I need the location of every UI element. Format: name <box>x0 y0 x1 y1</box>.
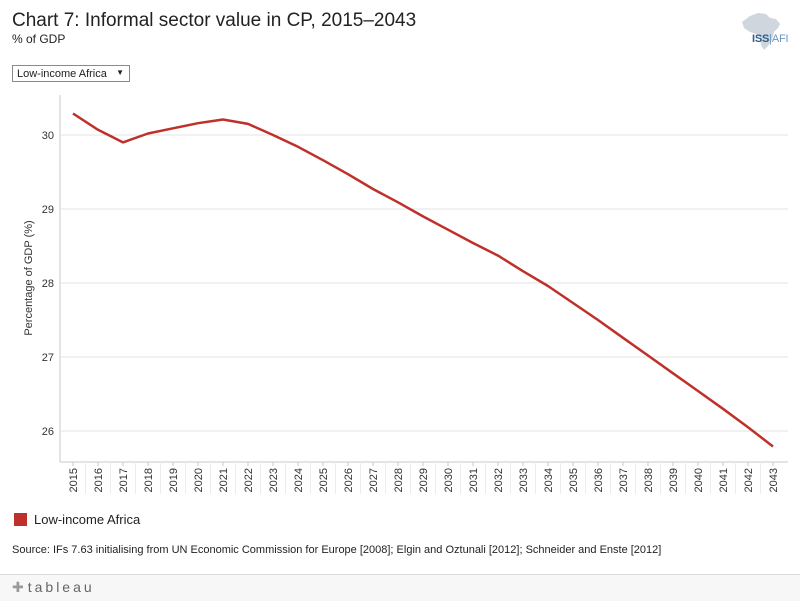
x-tick-label: 2030 <box>443 468 455 492</box>
x-tick-label: 2034 <box>543 468 555 492</box>
x-tick-label: 2028 <box>393 468 405 492</box>
x-tick-label: 2037 <box>618 468 630 492</box>
y-axis-title: Percentage of GDP (%) <box>23 220 35 335</box>
x-tick-label: 2018 <box>143 468 155 492</box>
x-tick-label: 2032 <box>493 468 505 492</box>
source-note: Source: IFs 7.63 initialising from UN Ec… <box>12 544 662 556</box>
y-tick-label: 26 <box>42 426 54 438</box>
y-tick-label: 29 <box>42 204 54 216</box>
tableau-plus-icon: ✚ <box>12 579 24 595</box>
x-tick-label: 2035 <box>568 468 580 492</box>
x-tick-label: 2020 <box>193 468 205 492</box>
y-tick-label: 27 <box>42 352 54 364</box>
x-tick-label: 2016 <box>93 468 105 492</box>
x-tick-label: 2024 <box>293 468 305 492</box>
x-tick-label: 2040 <box>693 468 705 492</box>
x-tick-label: 2019 <box>168 468 180 492</box>
chart-title: Chart 7: Informal sector value in CP, 20… <box>12 10 417 31</box>
region-filter-dropdown[interactable]: Low-income Africa ▼ <box>12 65 130 82</box>
x-tick-label: 2027 <box>368 468 380 492</box>
legend-swatch <box>14 513 27 526</box>
series-line-low-income-africa <box>72 112 774 448</box>
footer-bar: ✚ tableau <box>0 574 800 601</box>
x-tick-label: 2036 <box>593 468 605 492</box>
x-tick-label: 2021 <box>218 468 230 492</box>
x-tick-label: 2026 <box>343 468 355 492</box>
line-chart: 26 27 28 29 30 2015 2016 2017 2018 2019 2020 2021 20… <box>23 95 788 494</box>
africa-map-icon <box>736 10 792 54</box>
x-tick-label: 2042 <box>743 468 755 492</box>
iss-afi-logo: ISS|AFI <box>752 33 789 45</box>
y-tick-label: 30 <box>42 130 54 142</box>
x-tick-label: 2022 <box>243 468 255 492</box>
tableau-logo[interactable]: ✚ tableau <box>12 579 95 595</box>
x-tick-label: 2041 <box>718 468 730 492</box>
legend-label: Low-income Africa <box>34 512 141 527</box>
x-tick-label: 2029 <box>418 468 430 492</box>
x-tick-label: 2033 <box>518 468 530 492</box>
y-tick-label: 28 <box>42 278 54 290</box>
x-tick-label: 2025 <box>318 468 330 492</box>
x-tick-label: 2017 <box>118 468 130 492</box>
chevron-down-icon: ▼ <box>116 68 124 77</box>
region-filter-value: Low-income Africa <box>17 68 107 80</box>
x-tick-label: 2043 <box>768 468 780 492</box>
x-tick-label: 2023 <box>268 468 280 492</box>
chart-subtitle: % of GDP <box>12 32 66 46</box>
x-tick-label: 2031 <box>468 468 480 492</box>
x-tick-label: 2039 <box>668 468 680 492</box>
x-tick-label: 2015 <box>68 468 80 492</box>
x-tick-label: 2038 <box>643 468 655 492</box>
